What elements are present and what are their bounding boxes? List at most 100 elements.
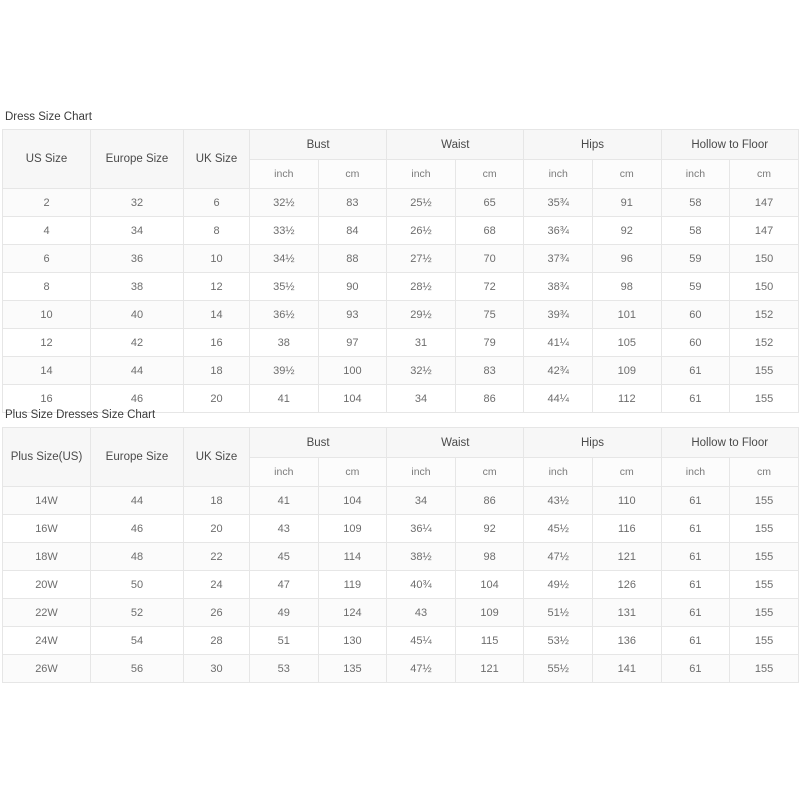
- cell-uk-size: 16: [183, 328, 250, 357]
- unit-header-row: inch cm inch cm inch cm inch cm: [3, 457, 799, 487]
- cell-bust-cm: 93: [317, 300, 388, 329]
- cell-bust-inch: 39½: [249, 356, 319, 385]
- plus-size-chart-caption: Plus Size Dresses Size Chart: [5, 409, 156, 421]
- cell-hips-inch: 49½: [523, 570, 593, 599]
- cell-hollow-cm: 155: [729, 384, 799, 413]
- cell-hips-cm: 141: [592, 654, 662, 683]
- table-row: 22W 52 26 49 124 43 109 51½ 131 61 155: [2, 598, 799, 627]
- cell-europe-size: 36: [90, 244, 184, 273]
- table-row: 8 38 12 35½ 90 28½ 72 38¾ 98 59 150: [2, 272, 799, 301]
- cell-bust-cm: 100: [317, 356, 388, 385]
- cell-europe-size: 46: [90, 514, 184, 543]
- cell-waist-inch: 32½: [386, 356, 456, 385]
- unit-waist-inch: inch: [386, 159, 456, 189]
- cell-us-size: 14W: [2, 486, 91, 515]
- header-waist: Waist: [386, 427, 525, 458]
- cell-us-size: 18W: [2, 542, 91, 571]
- cell-bust-inch: 49: [249, 598, 319, 627]
- cell-hips-inch: 35¾: [523, 188, 593, 217]
- cell-hips-cm: 126: [592, 570, 662, 599]
- unit-hips-cm: cm: [592, 159, 662, 189]
- cell-bust-inch: 41: [249, 486, 319, 515]
- header-plus-size-us: Plus Size(US): [2, 427, 91, 487]
- cell-hollow-cm: 152: [729, 328, 799, 357]
- cell-uk-size: 12: [183, 272, 250, 301]
- cell-waist-cm: 86: [454, 384, 525, 413]
- cell-hips-inch: 37¾: [523, 244, 593, 273]
- cell-us-size: 2: [2, 188, 91, 217]
- plus-size-table-body: 14W 44 18 41 104 34 86 43½ 110 61 155 16W 46 20 43 109 3…: [2, 486, 799, 683]
- header-uk-size: UK Size: [183, 427, 250, 487]
- plus-size-table: Plus Size(US) Europe Size UK Size Bust W…: [2, 427, 799, 683]
- cell-bust-inch: 45: [249, 542, 319, 571]
- cell-us-size: 14: [2, 356, 91, 385]
- table-row: 12 42 16 38 97 31 79 41¼ 105 60 152: [2, 328, 799, 357]
- table-row: 20W 50 24 47 119 40¾ 104 49½ 126 61 155: [2, 570, 799, 599]
- cell-waist-inch: 34: [386, 486, 456, 515]
- cell-europe-size: 50: [90, 570, 184, 599]
- cell-uk-size: 14: [183, 300, 250, 329]
- unit-bust-inch: inch: [249, 457, 319, 487]
- cell-hips-cm: 98: [592, 272, 662, 301]
- group-header-row: Plus Size(US) Europe Size UK Size Bust W…: [2, 427, 799, 487]
- cell-waist-inch: 27½: [386, 244, 456, 273]
- cell-waist-cm: 109: [454, 598, 525, 627]
- cell-hollow-cm: 147: [729, 216, 799, 245]
- cell-us-size: 22W: [2, 598, 91, 627]
- cell-hollow-inch: 61: [660, 654, 731, 683]
- table-row: 16W 46 20 43 109 36¼ 92 45½ 116 61 155: [2, 514, 799, 543]
- table-row: 24W 54 28 51 130 45¼ 115 53½ 136 61 155: [2, 626, 799, 655]
- cell-hollow-inch: 58: [660, 188, 731, 217]
- cell-hollow-cm: 147: [729, 188, 799, 217]
- cell-hollow-inch: 61: [660, 486, 731, 515]
- cell-uk-size: 22: [183, 542, 250, 571]
- unit-hollow-inch: inch: [660, 159, 731, 189]
- header-us-size: US Size: [2, 129, 91, 189]
- cell-waist-inch: 26½: [386, 216, 456, 245]
- cell-waist-cm: 104: [454, 570, 525, 599]
- unit-hips-inch: inch: [523, 457, 593, 487]
- cell-europe-size: 40: [90, 300, 184, 329]
- cell-europe-size: 42: [90, 328, 184, 357]
- cell-bust-inch: 41: [249, 384, 319, 413]
- cell-waist-inch: 40¾: [386, 570, 456, 599]
- cell-bust-inch: 47: [249, 570, 319, 599]
- cell-uk-size: 24: [183, 570, 250, 599]
- unit-hips-cm: cm: [592, 457, 662, 487]
- header-uk-size: UK Size: [183, 129, 250, 189]
- cell-hips-inch: 47½: [523, 542, 593, 571]
- cell-bust-inch: 38: [249, 328, 319, 357]
- cell-bust-cm: 130: [317, 626, 388, 655]
- dress-size-table: US Size Europe Size UK Size Bust Waist H…: [2, 129, 799, 413]
- table-row: 6 36 10 34½ 88 27½ 70 37¾ 96 59 150: [2, 244, 799, 273]
- cell-us-size: 4: [2, 216, 91, 245]
- cell-hips-cm: 131: [592, 598, 662, 627]
- cell-bust-cm: 104: [317, 384, 388, 413]
- header-hips: Hips: [523, 427, 662, 458]
- cell-waist-cm: 72: [454, 272, 525, 301]
- table-row: 16 46 20 41 104 34 86 44¼ 112 61 155: [2, 384, 799, 413]
- dress-size-chart-block: Dress Size Chart US Size Europe Size UK …: [2, 110, 799, 413]
- cell-us-size: 8: [2, 272, 91, 301]
- cell-hollow-cm: 152: [729, 300, 799, 329]
- unit-hollow-cm: cm: [729, 159, 799, 189]
- table-row: 18W 48 22 45 114 38½ 98 47½ 121 61 155: [2, 542, 799, 571]
- cell-bust-cm: 124: [317, 598, 388, 627]
- cell-bust-cm: 135: [317, 654, 388, 683]
- cell-us-size: 10: [2, 300, 91, 329]
- cell-hips-cm: 121: [592, 542, 662, 571]
- cell-waist-cm: 68: [454, 216, 525, 245]
- cell-hollow-inch: 58: [660, 216, 731, 245]
- cell-hollow-cm: 155: [729, 570, 799, 599]
- cell-hips-inch: 53½: [523, 626, 593, 655]
- table-row: 14 44 18 39½ 100 32½ 83 42¾ 109 61 155: [2, 356, 799, 385]
- cell-hips-inch: 38¾: [523, 272, 593, 301]
- cell-hips-inch: 39¾: [523, 300, 593, 329]
- cell-bust-inch: 33½: [249, 216, 319, 245]
- unit-bust-cm: cm: [317, 457, 388, 487]
- cell-uk-size: 10: [183, 244, 250, 273]
- cell-europe-size: 46: [90, 384, 184, 413]
- cell-hips-inch: 36¾: [523, 216, 593, 245]
- cell-bust-inch: 32½: [249, 188, 319, 217]
- table-row: 14W 44 18 41 104 34 86 43½ 110 61 155: [2, 486, 799, 515]
